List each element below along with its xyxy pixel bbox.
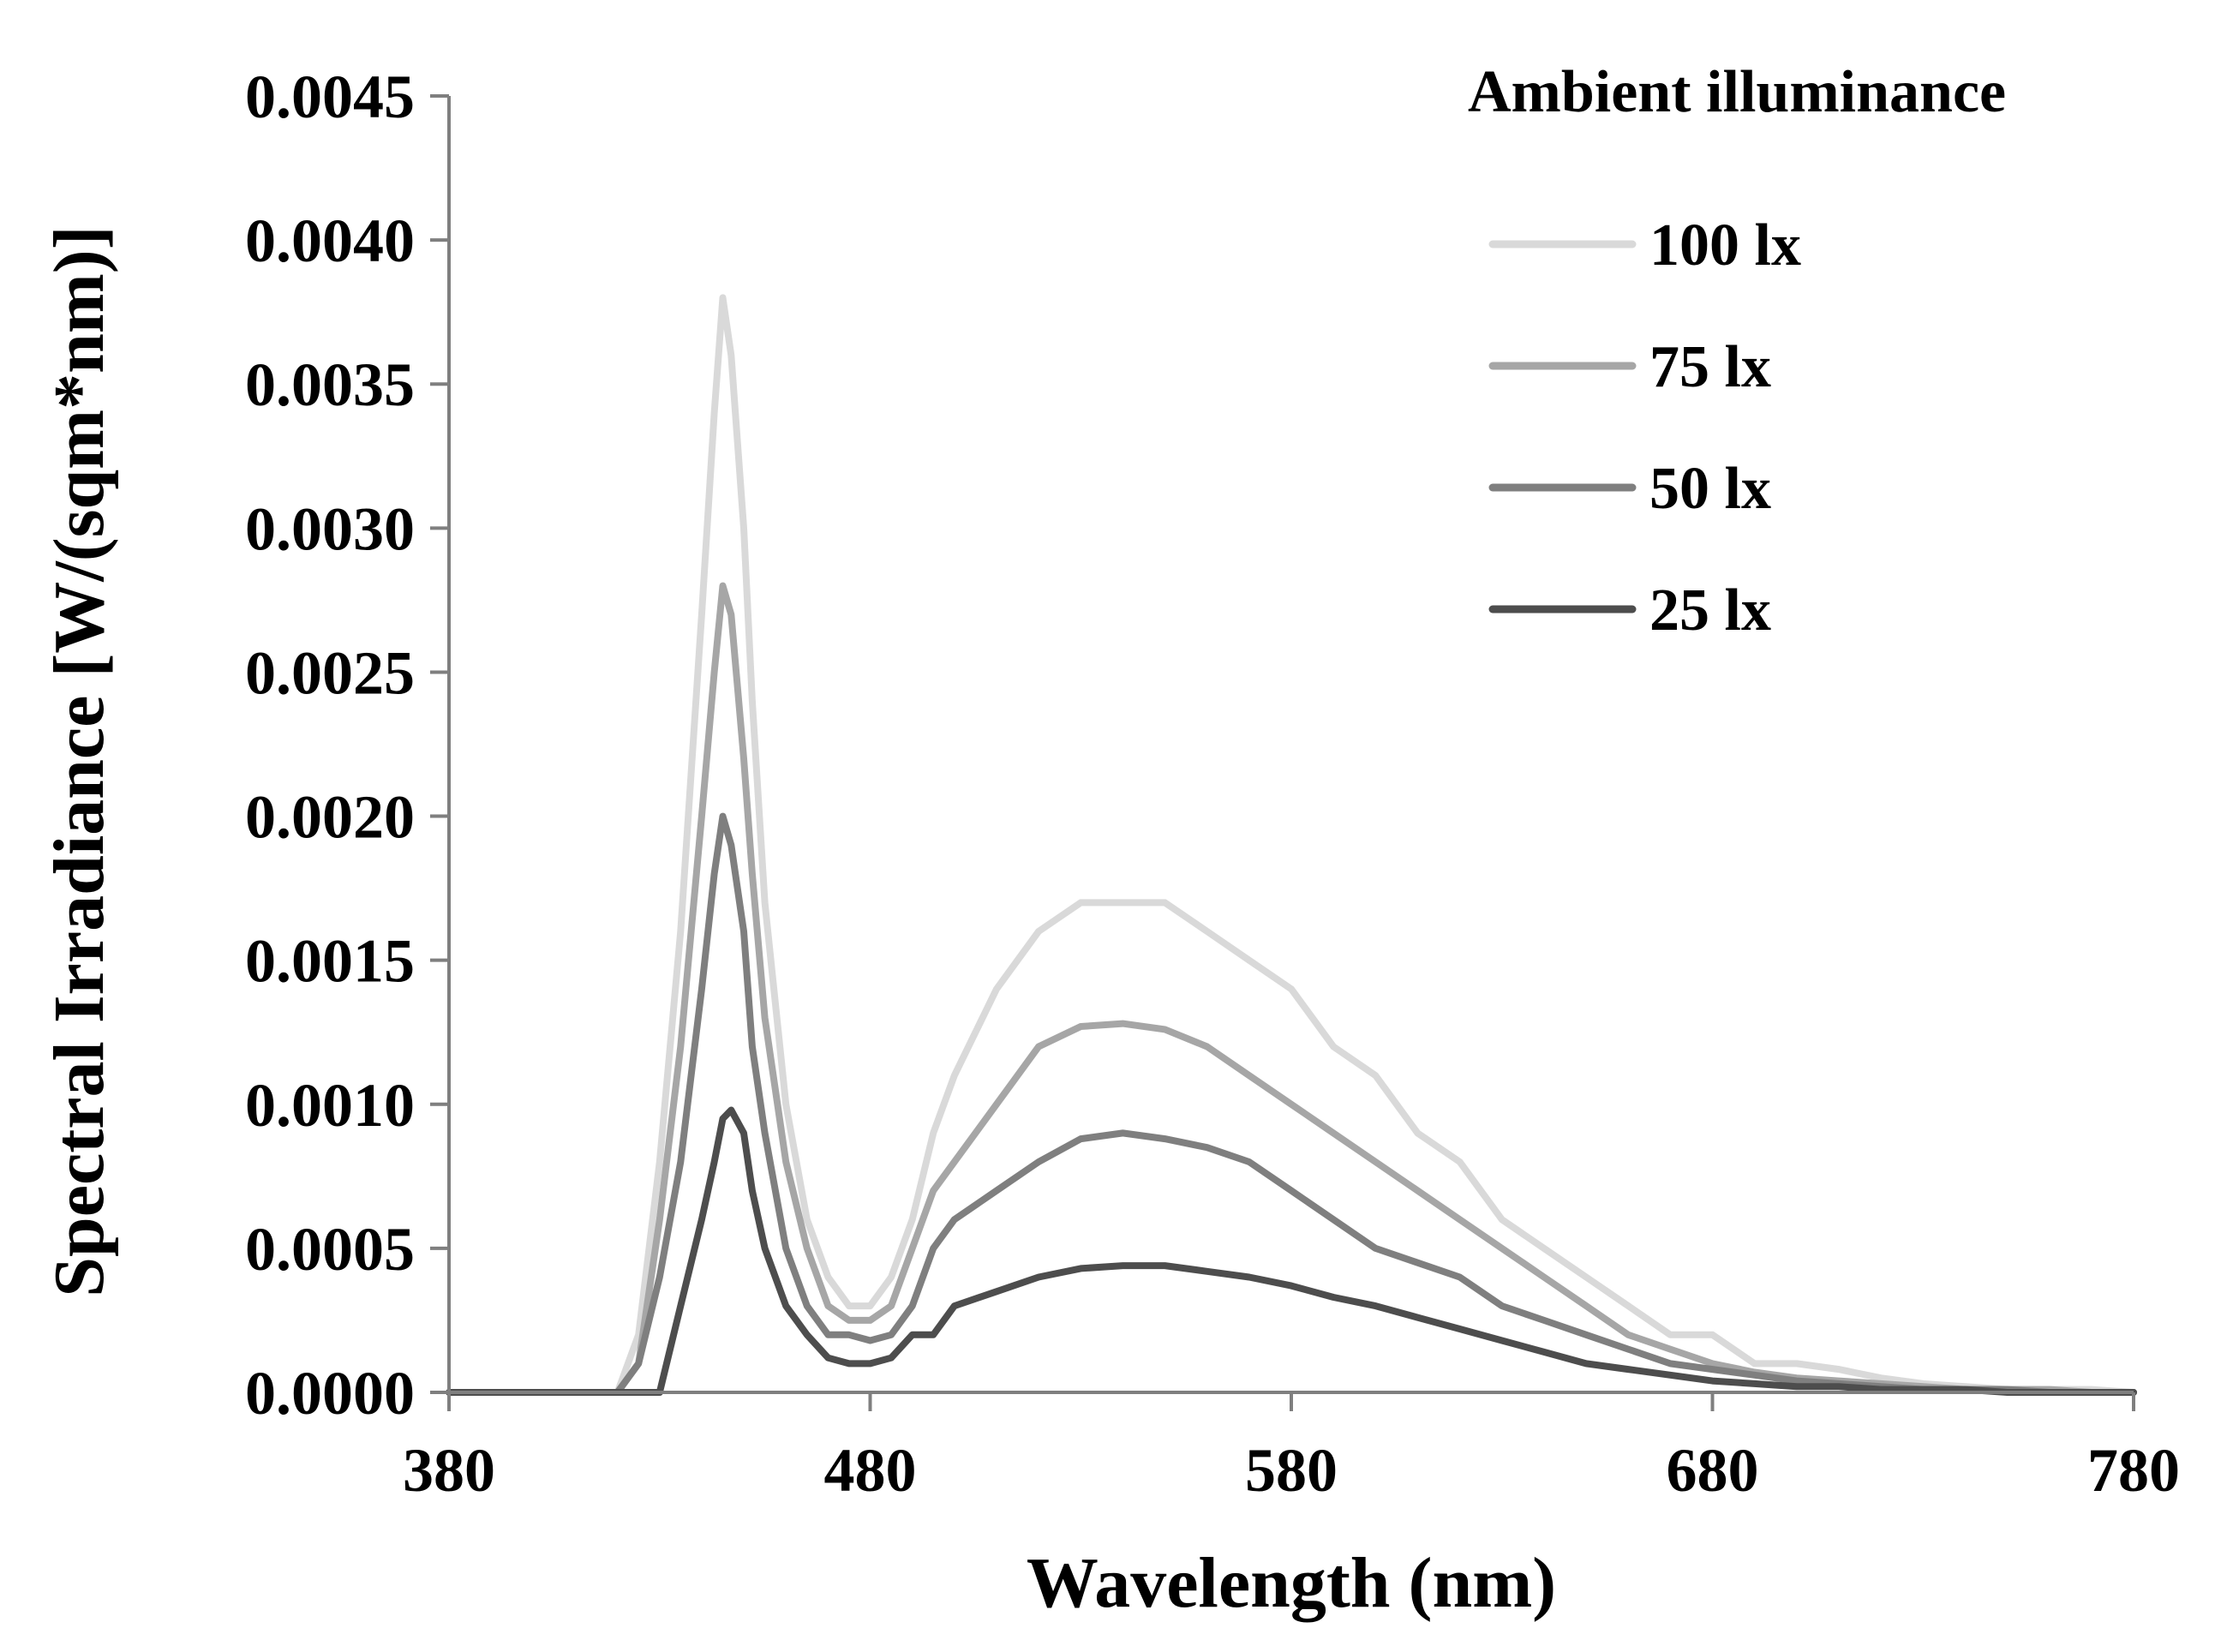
y-tick-label: 0.0040 <box>245 206 415 275</box>
y-tick-label: 0.0020 <box>245 783 415 852</box>
legend-label: 75 lx <box>1649 334 1771 400</box>
x-tick-label: 480 <box>824 1436 917 1505</box>
legend-label: 25 lx <box>1649 578 1771 643</box>
y-tick-label: 0.0030 <box>245 494 415 563</box>
x-tick-label: 780 <box>2087 1436 2180 1505</box>
y-tick-label: 0.0025 <box>245 638 415 707</box>
legend: 100 lx 75 lx 50 lx 25 lx <box>1488 212 1801 643</box>
y-tick-label: 0.0035 <box>245 350 415 419</box>
y-tick-label: 0.0005 <box>245 1215 415 1284</box>
series-line-50-lx <box>446 812 2137 1396</box>
series-line-25-lx <box>446 1106 2137 1396</box>
x-tick-label: 380 <box>403 1436 495 1505</box>
x-tick-layer: 380 480 580 680 780 <box>403 1392 2180 1505</box>
y-tick-label: 0.0015 <box>245 927 415 996</box>
y-tick-label: 0.0010 <box>245 1071 415 1140</box>
y-axis-title: Spectral Irradiance [W/(sqm*nm)] <box>39 225 119 1296</box>
x-axis-title: Wavelength (nm) <box>1027 1543 1556 1623</box>
x-tick-label: 680 <box>1667 1436 1759 1505</box>
series-layer <box>446 294 2137 1396</box>
y-tick-layer: 0.0000 0.0005 0.0010 0.0015 0.0020 0.0025 0.00… <box>245 63 449 1428</box>
legend-label: 100 lx <box>1649 212 1801 278</box>
legend-label: 50 lx <box>1649 456 1771 522</box>
x-tick-label: 580 <box>1245 1436 1338 1505</box>
series-line-100-lx <box>446 294 2137 1396</box>
y-tick-label: 0.0045 <box>245 63 415 131</box>
y-tick-label: 0.0000 <box>245 1359 415 1428</box>
legend-title: Ambient illuminance <box>1468 59 2006 125</box>
